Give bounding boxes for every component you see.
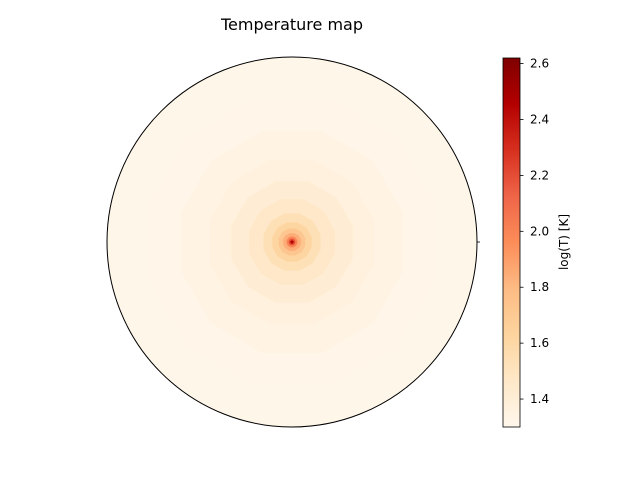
colorbar-tick-label: 2.6 <box>530 57 549 71</box>
colorbar-ticks: 1.4 1.6 1.8 2.0 2.2 2.4 2.6 <box>520 57 549 406</box>
colorbar-tick-label: 1.6 <box>530 336 549 350</box>
colorbar-label: log(T) [K] <box>557 214 571 270</box>
heatmap-rings <box>107 57 477 427</box>
chart-title: Temperature map <box>220 15 363 34</box>
colorbar-tick-label: 2.2 <box>530 168 549 182</box>
colorbar: 1.4 1.6 1.8 2.0 2.2 2.4 2.6 log(T) [K] <box>502 57 571 428</box>
polar-plot-area <box>106 56 480 428</box>
colorbar-tick-label: 2.0 <box>530 224 549 238</box>
colorbar-tick-label: 1.4 <box>530 392 549 406</box>
colorbar-gradient <box>502 57 521 428</box>
heatmap-ring <box>290 240 294 244</box>
colorbar-tick-label: 1.8 <box>530 280 549 294</box>
colorbar-tick-label: 2.4 <box>530 113 549 127</box>
